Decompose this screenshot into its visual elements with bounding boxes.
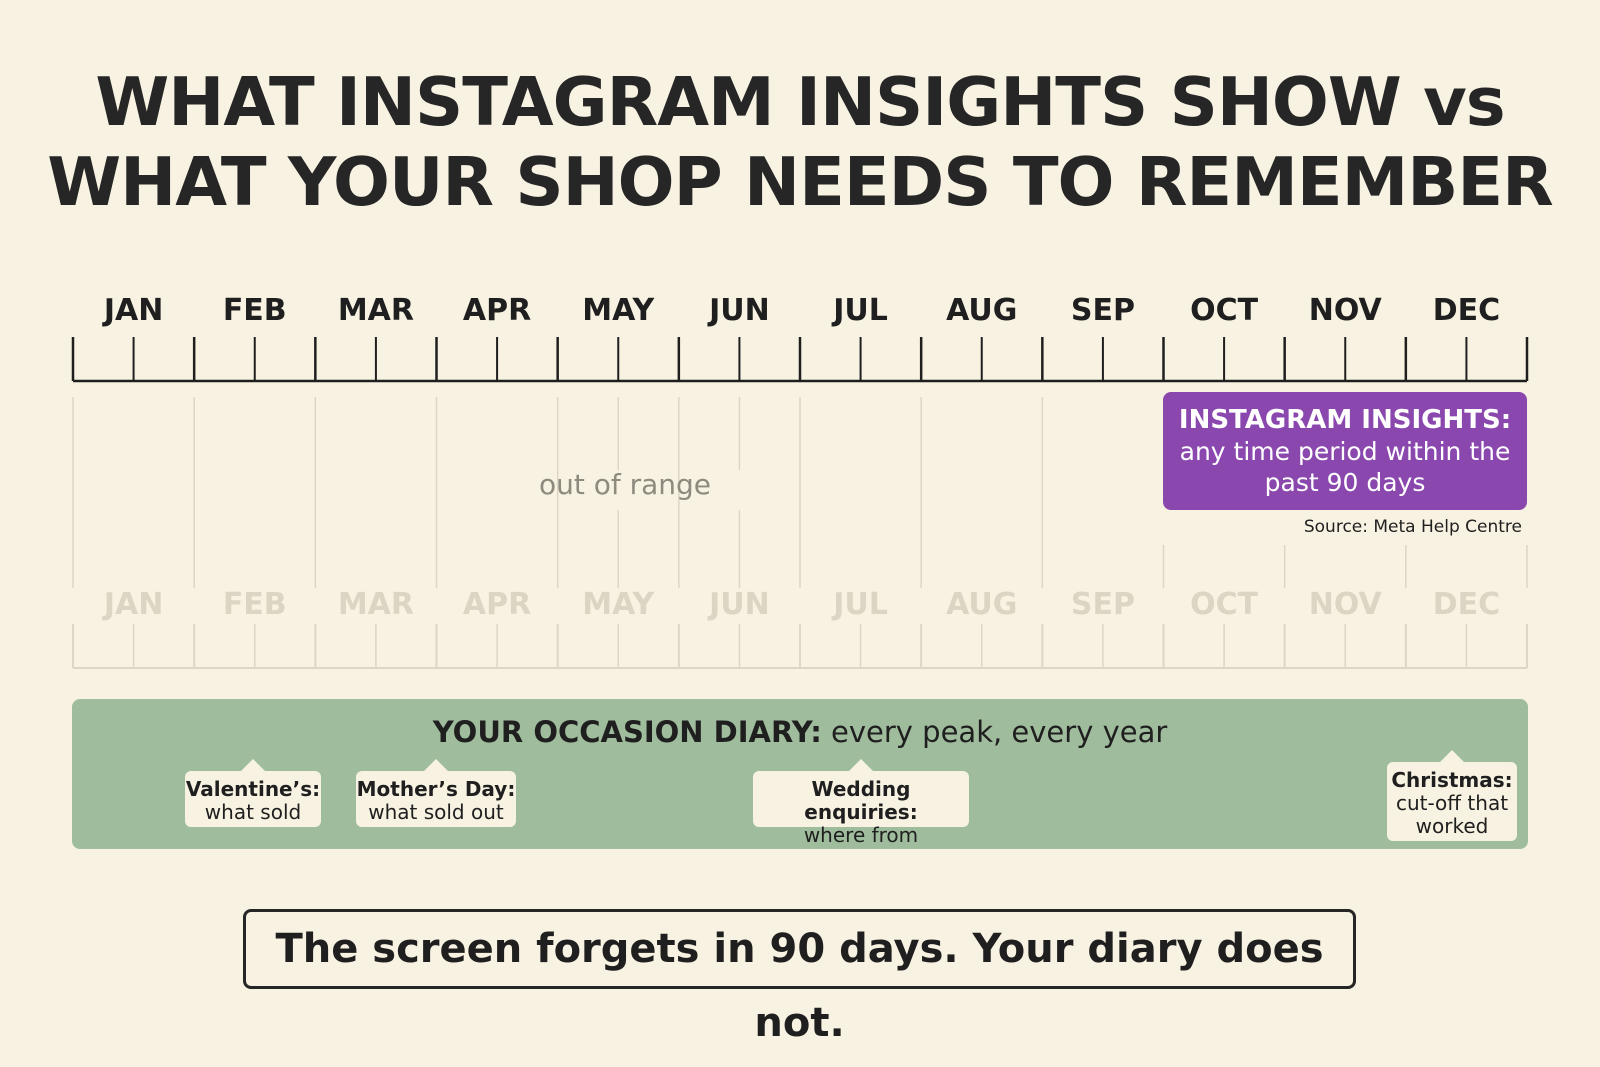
top-month-labels: JAN FEB MAR APR MAY JUN JUL AUG SEP OCT NOV DEC (102, 293, 1500, 328)
note-christmas: Christmas: cut-off that worked (1387, 750, 1517, 841)
ghost-month-label: NOV (1309, 587, 1383, 622)
ghost-month-label: MAR (338, 587, 414, 622)
occasion-diary-band: YOUR OCCASION DIARY: every peak, every y… (72, 699, 1528, 849)
month-label: FEB (223, 293, 287, 328)
note-text: cut-off that worked (1395, 791, 1509, 838)
top-month-ruler (71, 337, 1529, 383)
ghost-month-label: MAY (582, 587, 655, 622)
month-label: APR (463, 293, 531, 328)
month-label: NOV (1309, 293, 1383, 328)
out-of-range-label: out of range (539, 468, 711, 501)
tagline-box: The screen forgets in 90 days. Your diar… (243, 909, 1356, 1046)
note-title: Christmas: (1391, 768, 1513, 792)
note-text: where from (803, 823, 919, 847)
note-title: Valentine’s: (185, 777, 321, 801)
ghost-month-label: JUN (707, 587, 770, 622)
title-line-2: WHAT YOUR SHOP NEEDS TO REMEMBER (47, 143, 1553, 221)
diary-heading-rest: every peak, every year (821, 715, 1168, 749)
ghost-month-labels: JAN FEB MAR APR MAY JUN JUL AUG SEP OCT NOV DEC (102, 587, 1500, 622)
note-valentines: Valentine’s: what sold (185, 759, 321, 827)
insights-title: INSTAGRAM INSIGHTS: (1178, 405, 1512, 435)
insights-description: any time period within the past 90 days (1179, 437, 1511, 497)
month-label: MAY (582, 293, 655, 328)
note-mothers-day: Mother’s Day: what sold out (356, 759, 516, 827)
month-grid-lines (72, 397, 1528, 588)
ghost-month-label: APR (463, 587, 531, 622)
month-label: JUL (831, 293, 888, 328)
month-label: DEC (1433, 293, 1500, 328)
note-text: what sold (204, 800, 302, 824)
month-label: JAN (102, 293, 164, 328)
bottom-month-ruler (72, 624, 1528, 669)
diary-heading-bold: YOUR OCCASION DIARY: (432, 715, 822, 749)
page-title: WHAT INSTAGRAM INSIGHTS SHOW vs WHAT YOU… (0, 62, 1600, 222)
diary-heading: YOUR OCCASION DIARY: every peak, every y… (72, 715, 1528, 749)
note-title: Wedding enquiries: (804, 777, 918, 824)
title-line-1: WHAT INSTAGRAM INSIGHTS SHOW vs (95, 63, 1505, 141)
month-label: MAR (338, 293, 414, 328)
ghost-month-label: SEP (1071, 587, 1135, 622)
month-label: AUG (946, 293, 1017, 328)
ghost-month-label: JUL (831, 587, 888, 622)
ghost-month-label: AUG (946, 587, 1017, 622)
note-wedding-enquiries: Wedding enquiries: where from (753, 759, 969, 847)
ghost-month-label: JAN (102, 587, 164, 622)
ghost-month-label: OCT (1190, 587, 1259, 622)
month-label: OCT (1190, 293, 1259, 328)
ghost-month-label: FEB (223, 587, 287, 622)
note-text: what sold out (368, 800, 504, 824)
month-label: SEP (1071, 293, 1135, 328)
month-label: JUN (707, 293, 770, 328)
timeline-diagram: JAN FEB MAR APR MAY JUN JUL AUG SEP OCT NOV DEC out… (71, 293, 1529, 669)
ghost-month-label: DEC (1433, 587, 1500, 622)
instagram-insights-box: INSTAGRAM INSIGHTS: any time period with… (1163, 392, 1527, 510)
source-note: Source: Meta Help Centre (1303, 517, 1522, 537)
note-title: Mother’s Day: (356, 777, 516, 801)
